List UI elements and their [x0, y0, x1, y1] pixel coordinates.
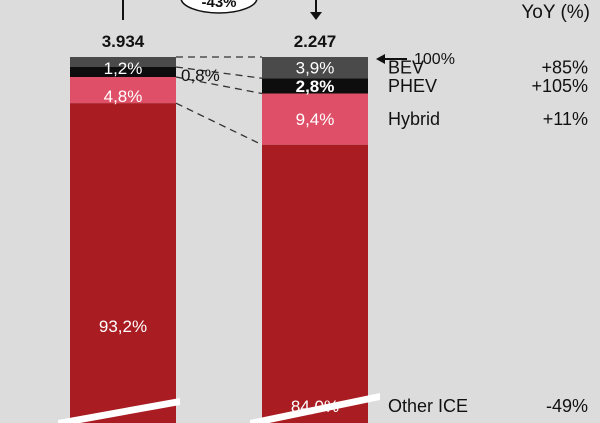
bar-1-bev-label: 1,2% — [104, 59, 143, 78]
labels-layer: 3.934 1,2% 0,8% 4,8% 93,2% 2.247 3,9%2,8% 9,4% 8… — [99, 32, 339, 416]
legend-bev-yoy: +85% — [541, 58, 588, 78]
bar-2-bev-segment — [262, 57, 368, 79]
bar-1-phev-segment — [70, 67, 176, 77]
legend-other-ice-yoy: -49% — [546, 396, 588, 416]
legend-bev-name: BEV — [388, 58, 424, 78]
bar-1-hybrid-segment — [70, 77, 176, 104]
bar-2-other-ice-label: 84,0% — [291, 397, 339, 416]
bar-1-axis-break-mark — [58, 398, 180, 423]
yoy-header: YoY (%) — [521, 2, 590, 23]
bar-2-other-ice-segment — [262, 144, 368, 423]
legend-phev-yoy: +105% — [531, 76, 588, 96]
connectors-layer — [175, 56, 263, 146]
legend-other-ice-name: Other ICE — [388, 396, 468, 416]
connector-line — [175, 66, 263, 79]
bar-2-hybrid-segment — [262, 93, 368, 145]
change-label: -43% — [201, 0, 236, 11]
reference-label: 100% — [414, 51, 455, 68]
bar-1-total-label: 3.934 — [102, 32, 145, 51]
legend-hybrid-yoy: +11% — [543, 109, 588, 129]
bar-2-phev-segment — [262, 78, 368, 94]
bar-2-phev-label: 2,8% — [296, 77, 335, 96]
bars-layer — [58, 57, 380, 423]
legend-layer: BEV +85% PHEV +105% Hybrid +11% Other ICE -49% — [388, 58, 588, 416]
connector-line — [175, 102, 263, 146]
bar-2-hybrid-label: 9,4% — [296, 110, 335, 129]
connector-line — [175, 76, 263, 95]
bar-1-other-ice-label: 93,2% — [99, 317, 147, 336]
bar-1-phev-label: 0,8% — [181, 66, 220, 85]
right-bar-arrow-head — [310, 12, 322, 20]
bar-1-hybrid-label: 4,8% — [104, 87, 143, 106]
bar-2-total-label: 2.247 — [294, 32, 337, 51]
legend-phev-name: PHEV — [388, 76, 437, 96]
reference-arrow-head — [376, 54, 385, 64]
bar-1-other-ice-segment — [70, 103, 176, 423]
bar-1-bev-segment — [70, 57, 176, 67]
bar-2-axis-break-mark — [250, 393, 380, 423]
change-bubble — [180, 0, 258, 14]
bar-2-bev-label: 3,9% — [296, 59, 335, 78]
legend-hybrid-name: Hybrid — [388, 109, 440, 129]
